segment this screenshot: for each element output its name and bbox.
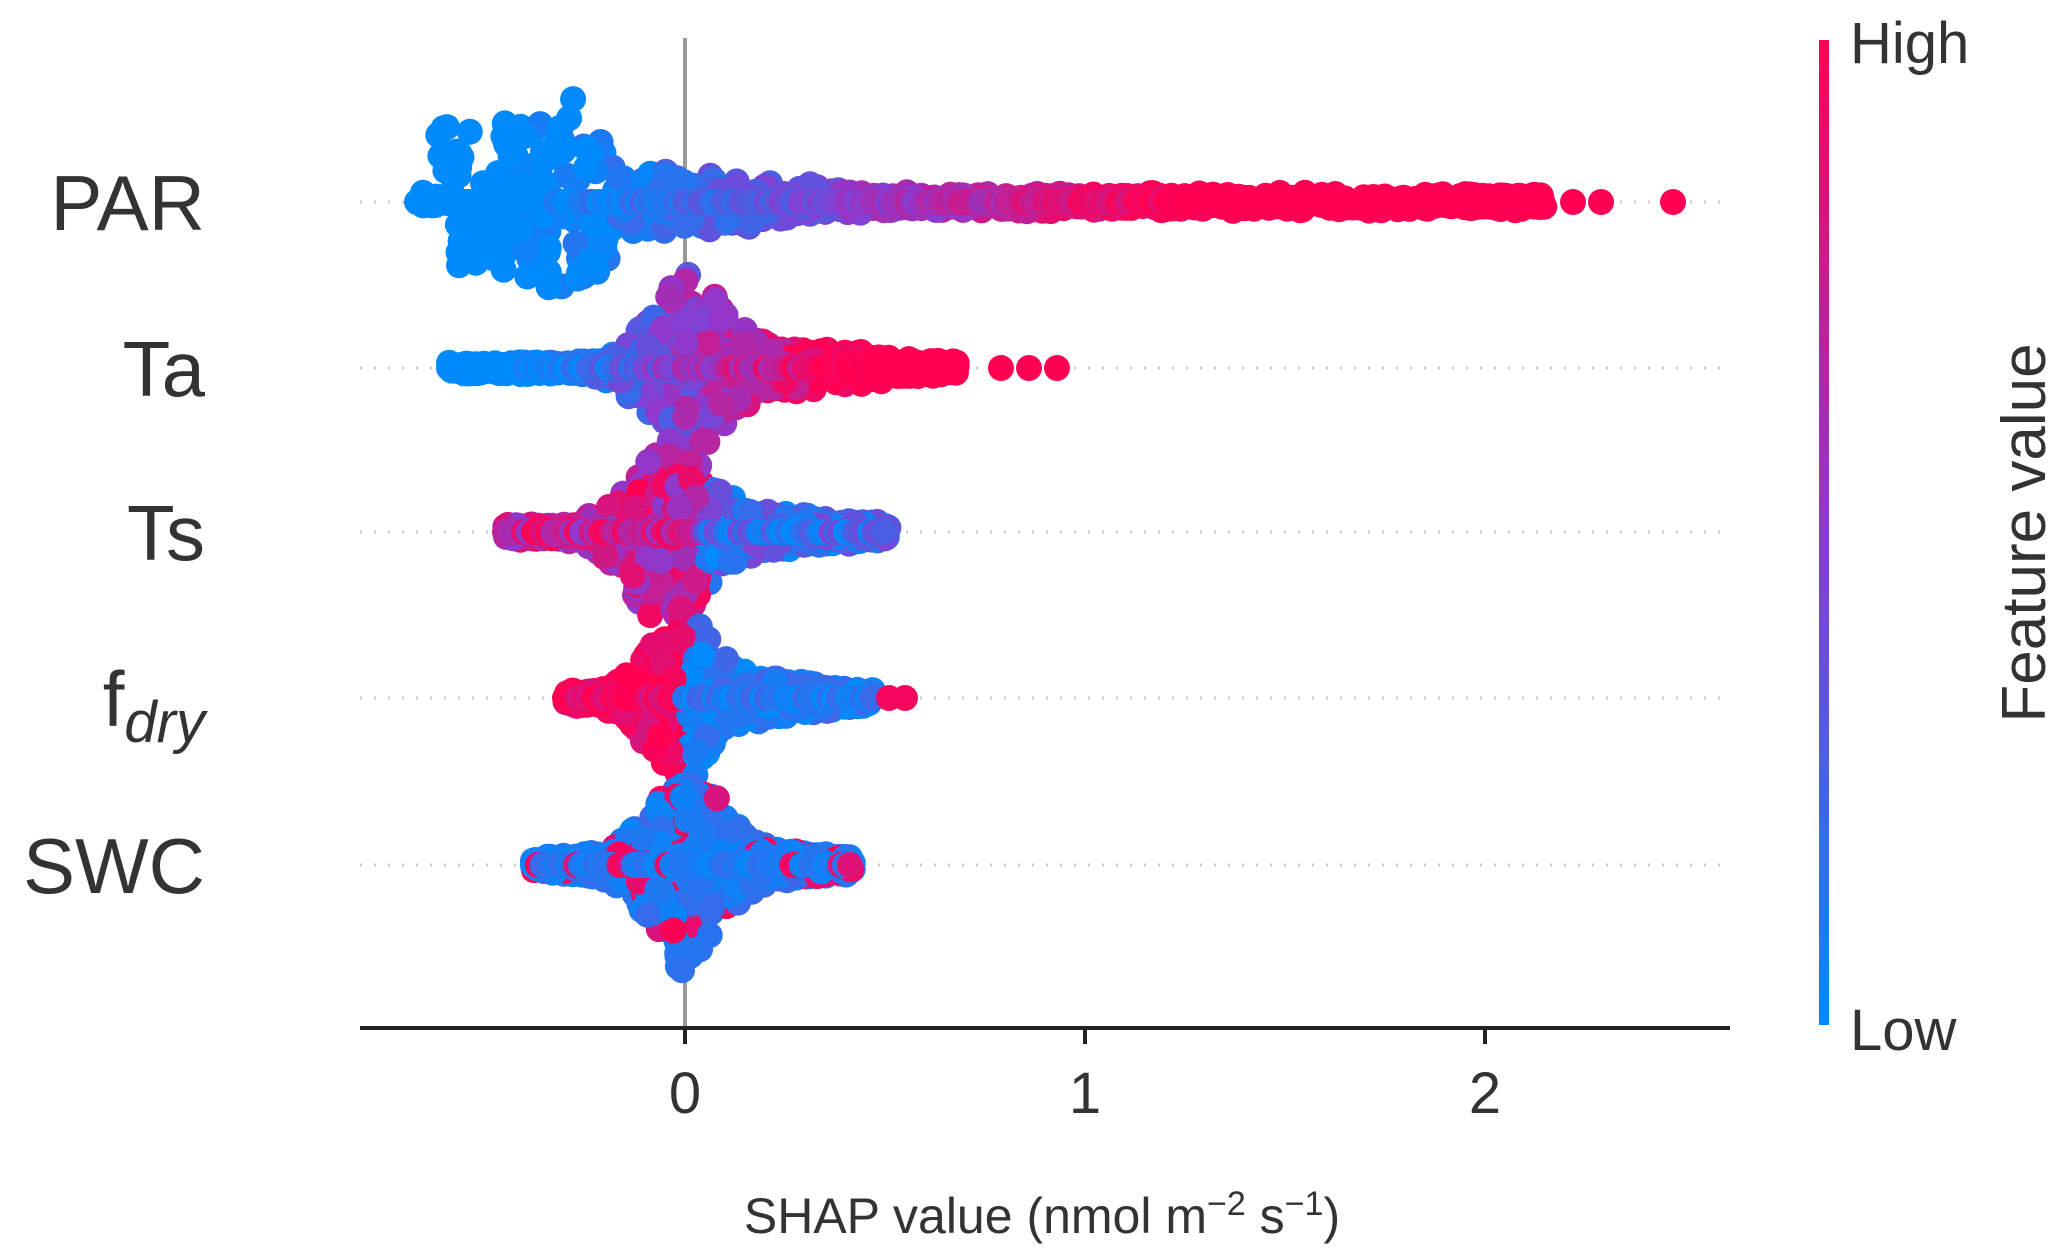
point [667,595,694,622]
point [669,623,696,650]
point [672,404,699,430]
point [634,333,661,360]
point [647,722,674,749]
series-fdry [552,595,918,806]
point [637,602,664,629]
series-swc [520,762,866,984]
point [584,210,611,237]
outlier-point [1044,355,1070,381]
point [714,208,741,235]
point [694,329,721,356]
point [434,114,460,141]
point [447,228,474,254]
point [683,738,710,765]
outlier-point [1016,355,1042,381]
point [670,209,697,236]
point [940,355,966,381]
point [443,138,470,165]
point [497,143,524,169]
point [572,155,599,181]
point [490,123,517,150]
point [673,330,699,357]
point [663,166,690,193]
point [619,562,646,589]
point [606,165,632,192]
point [713,646,740,673]
point [730,331,757,358]
point [592,542,619,569]
point [669,309,696,336]
point [635,448,662,475]
point [456,118,483,145]
outlier-point [1588,189,1614,215]
point [707,390,734,417]
point [666,494,693,521]
point [480,245,507,272]
point [648,547,675,574]
point [506,217,533,244]
data-points [404,86,1686,984]
series-par [404,86,1686,301]
point [708,306,735,333]
point [582,252,609,279]
point [535,235,562,261]
outlier-point [892,685,918,711]
point [562,230,589,257]
point [1527,189,1554,215]
outlier-point [1660,189,1686,215]
point [694,429,721,455]
point [717,548,744,575]
point [622,495,649,522]
point [535,258,562,285]
outlier-point [1560,189,1586,215]
point [682,567,709,594]
point [512,237,539,264]
series-ts [492,428,902,629]
point [871,519,898,545]
point [549,131,576,158]
series-ta [436,261,1070,456]
outlier-point [988,355,1014,381]
point [659,289,686,315]
point [689,642,716,669]
point [527,152,554,179]
